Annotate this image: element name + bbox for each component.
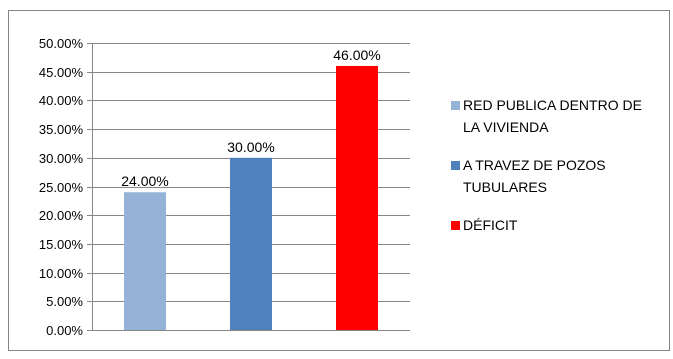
legend-label: A TRAVEZ DE POZOS (463, 157, 606, 173)
y-tick-label: 15.00% (39, 237, 84, 252)
y-tick-label: 40.00% (39, 93, 84, 108)
legend-label: RED PUBLICA DENTRO DE (463, 97, 642, 113)
y-tick-label: 5.00% (46, 294, 83, 309)
legend-label: TUBULARES (463, 179, 547, 195)
bar (124, 192, 166, 330)
legend-label: DÉFICIT (463, 217, 518, 233)
y-tick-label: 20.00% (39, 208, 84, 223)
y-tick-label: 45.00% (39, 65, 84, 80)
y-tick-label: 0.00% (46, 323, 83, 338)
y-tick-label: 50.00% (39, 36, 84, 51)
legend-swatch (451, 101, 460, 110)
bars (124, 65, 378, 331)
legend-swatch (451, 161, 460, 170)
bar (336, 65, 378, 331)
y-axis-ticks: 0.00% 5.00% 10.00% 15.00% 20.00% 25.00% 30.00%… (39, 36, 84, 338)
data-label: 24.00% (121, 173, 168, 189)
data-label: 30.00% (227, 139, 274, 155)
legend-label: LA VIVIENDA (463, 119, 549, 135)
bar (230, 157, 272, 330)
y-tick-label: 25.00% (39, 180, 84, 195)
data-label: 46.00% (333, 47, 380, 63)
data-labels: 24.00% 30.00% 46.00% (121, 47, 380, 189)
y-tick-label: 10.00% (39, 266, 84, 281)
legend: RED PUBLICA DENTRO DE LA VIVIENDA A TRAVEZ… (451, 97, 642, 233)
y-tick-label: 30.00% (39, 151, 84, 166)
y-tick-label: 35.00% (39, 122, 84, 137)
legend-swatch (451, 221, 460, 230)
